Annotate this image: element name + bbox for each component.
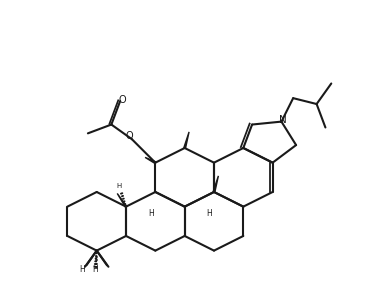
Polygon shape	[213, 176, 218, 192]
Text: O: O	[126, 131, 133, 141]
Polygon shape	[184, 132, 189, 148]
Text: O: O	[119, 95, 126, 104]
Text: H: H	[148, 210, 154, 218]
Text: H: H	[93, 265, 98, 274]
Text: H: H	[207, 210, 212, 218]
Text: H: H	[79, 265, 85, 274]
Text: H: H	[116, 184, 121, 189]
Text: N: N	[279, 115, 287, 125]
Polygon shape	[145, 157, 156, 163]
Polygon shape	[117, 194, 127, 207]
